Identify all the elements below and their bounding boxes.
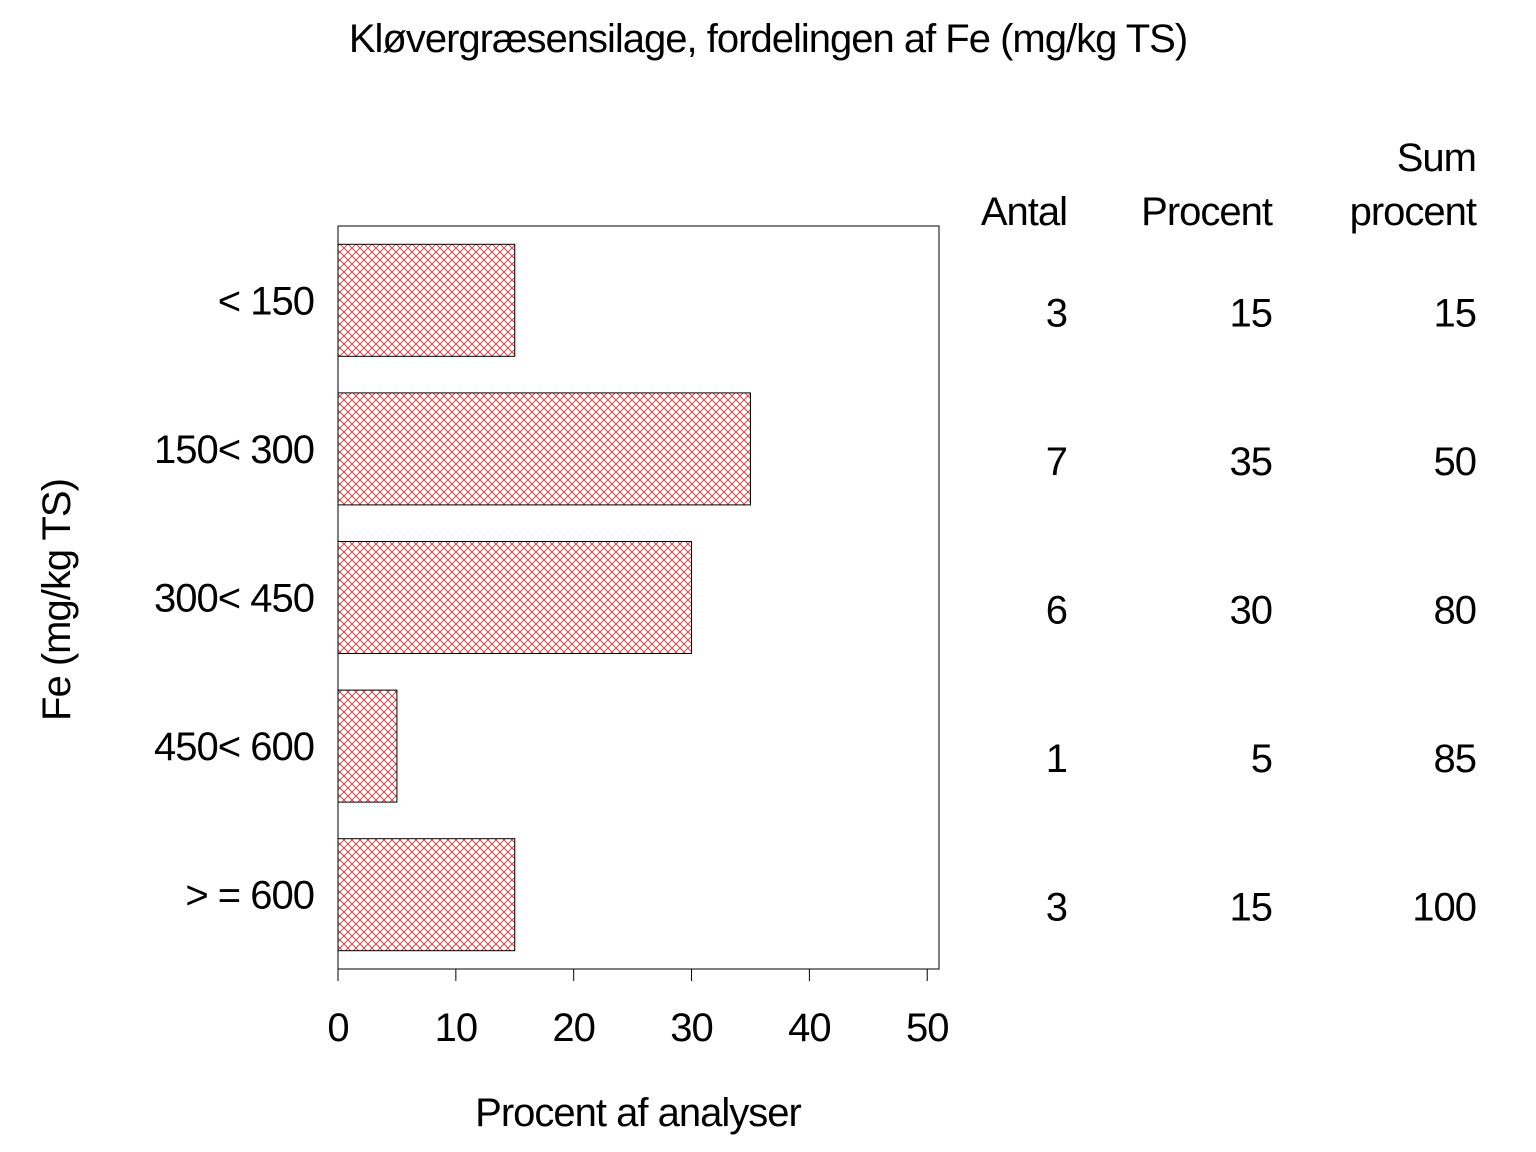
x-tick-label: 0 (327, 1006, 348, 1050)
bar (337, 541, 693, 654)
x-tick-label: 50 (906, 1006, 949, 1050)
y-tick-label: 450< 600 (154, 725, 314, 769)
y-tick-label: 300< 450 (154, 577, 314, 621)
x-axis-label: Procent af analyser (475, 1091, 801, 1135)
table-cell: 5 (1251, 737, 1272, 781)
table-header: Sum procent (1350, 136, 1477, 234)
table-cell: 3 (1046, 886, 1067, 930)
table-cell: 80 (1434, 589, 1477, 633)
table-cell: 1 (1046, 737, 1067, 781)
table-cell: 85 (1434, 737, 1477, 781)
x-tick-label: 30 (670, 1006, 713, 1050)
table-cell: 6 (1046, 589, 1067, 633)
bar (337, 392, 751, 506)
chart-title: Kløvergræsensilage, fordelingen af Fe (m… (349, 17, 1187, 61)
y-tick-label: < 150 (218, 279, 314, 323)
table-cell: 15 (1230, 291, 1273, 335)
y-axis-label: Fe (mg/kg TS) (35, 479, 79, 721)
table-header: Antal (981, 190, 1067, 234)
x-tick-label: 20 (552, 1006, 595, 1050)
table-cell: 35 (1230, 440, 1273, 484)
bar (337, 689, 398, 803)
y-tick-label: > = 600 (185, 874, 314, 918)
bar (337, 243, 516, 357)
table-cell: 15 (1230, 886, 1273, 930)
table-cell: 30 (1230, 589, 1273, 633)
table-cell: 100 (1412, 886, 1476, 930)
table-cell: 15 (1434, 291, 1477, 335)
table-cell: 7 (1046, 440, 1067, 484)
x-tick-label: 10 (435, 1006, 478, 1050)
table-cell: 50 (1434, 440, 1477, 484)
table-cell: 3 (1046, 291, 1067, 335)
y-tick-label: 150< 300 (154, 428, 314, 472)
x-tick-label: 40 (788, 1006, 831, 1050)
bar (337, 838, 516, 952)
table-header: Procent (1141, 190, 1273, 234)
